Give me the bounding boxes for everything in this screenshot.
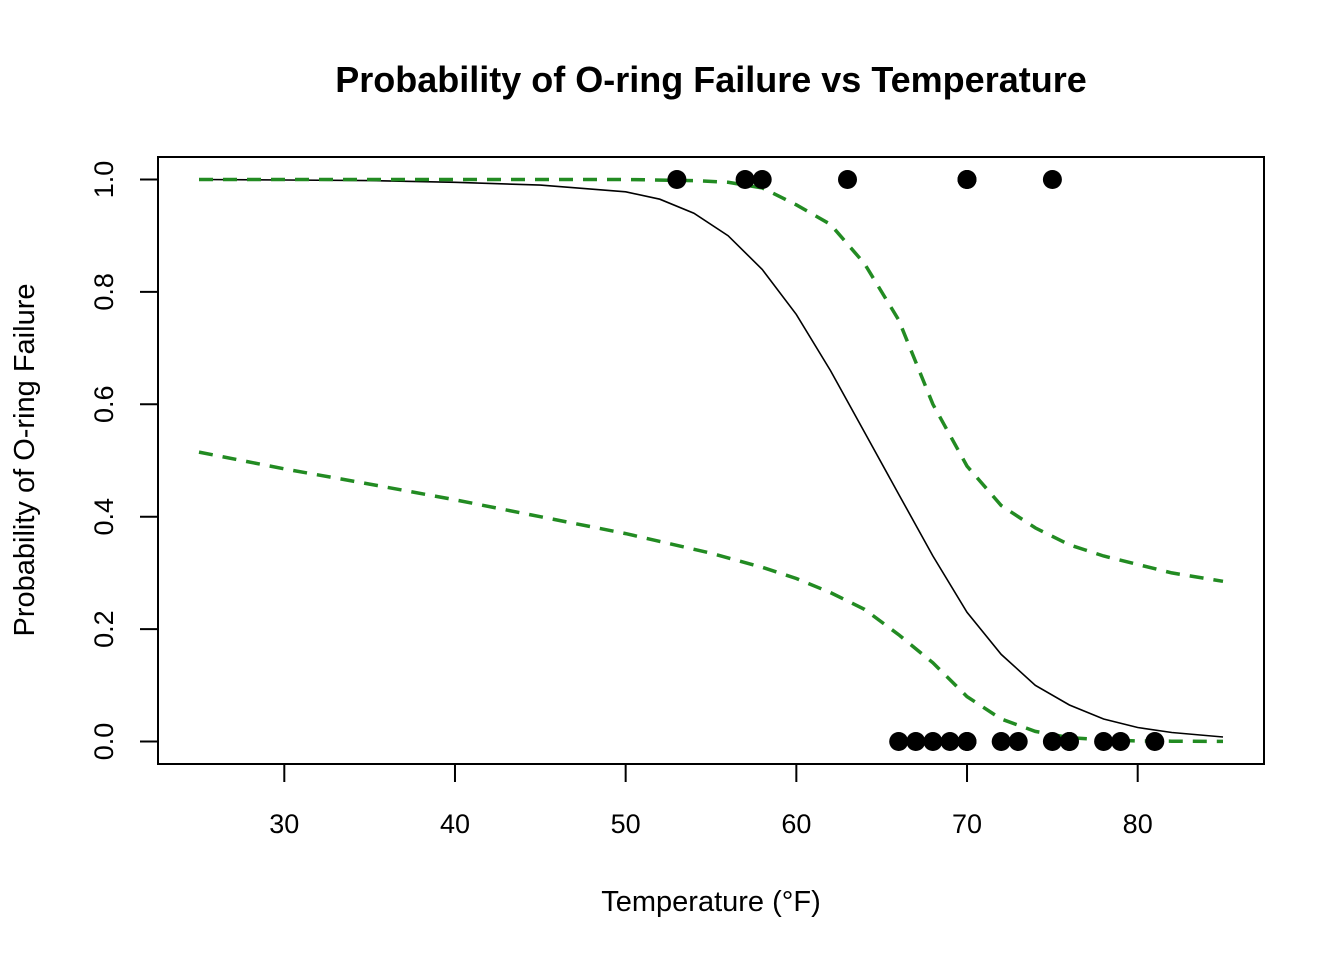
data-point xyxy=(1145,732,1165,751)
fitted-probability-line xyxy=(198,178,1224,738)
data-point xyxy=(923,732,943,751)
data-point xyxy=(1042,170,1062,189)
data-point xyxy=(838,170,857,189)
y-tick-label: 0.0 xyxy=(89,723,119,761)
x-tick-label: 30 xyxy=(269,809,299,839)
y-axis-label: Probability of O-ring Failure xyxy=(9,284,41,637)
data-point xyxy=(906,732,926,751)
x-tick-label: 70 xyxy=(952,809,982,839)
axes-layer: 30 40 50 60 70 80 0.0 0.2 0.4 0.6 0.8 1.0 xyxy=(89,161,1153,839)
y-tick-label: 0.8 xyxy=(89,273,119,311)
data-point xyxy=(889,732,909,751)
data-point xyxy=(1008,732,1028,751)
data-point xyxy=(940,732,960,751)
points-layer xyxy=(667,170,1165,751)
x-tick-label: 40 xyxy=(440,809,470,839)
confidence-band-line-2 xyxy=(198,450,1224,744)
x-axis-label: Temperature (°F) xyxy=(601,886,820,918)
chart-title: Probability of O-ring Failure vs Tempera… xyxy=(335,59,1086,100)
x-tick-label: 50 xyxy=(611,809,641,839)
curves-layer xyxy=(198,177,1224,744)
data-point xyxy=(752,170,772,189)
data-point xyxy=(1059,732,1079,751)
data-point xyxy=(957,170,977,189)
plot-frame xyxy=(157,156,1265,765)
data-point xyxy=(957,732,977,751)
data-point xyxy=(667,170,687,189)
y-tick-label: 1.0 xyxy=(89,161,119,199)
data-point xyxy=(1042,732,1062,751)
y-tick-label: 0.4 xyxy=(89,498,119,536)
data-point xyxy=(735,170,755,189)
data-point xyxy=(1111,732,1131,751)
y-tick-label: 0.6 xyxy=(89,386,119,424)
x-tick-label: 60 xyxy=(781,809,811,839)
confidence-band-line-1 xyxy=(199,177,1224,584)
x-tick-label: 80 xyxy=(1123,809,1153,839)
data-point xyxy=(1094,732,1114,751)
data-point xyxy=(991,732,1011,751)
y-tick-label: 0.2 xyxy=(89,610,119,648)
